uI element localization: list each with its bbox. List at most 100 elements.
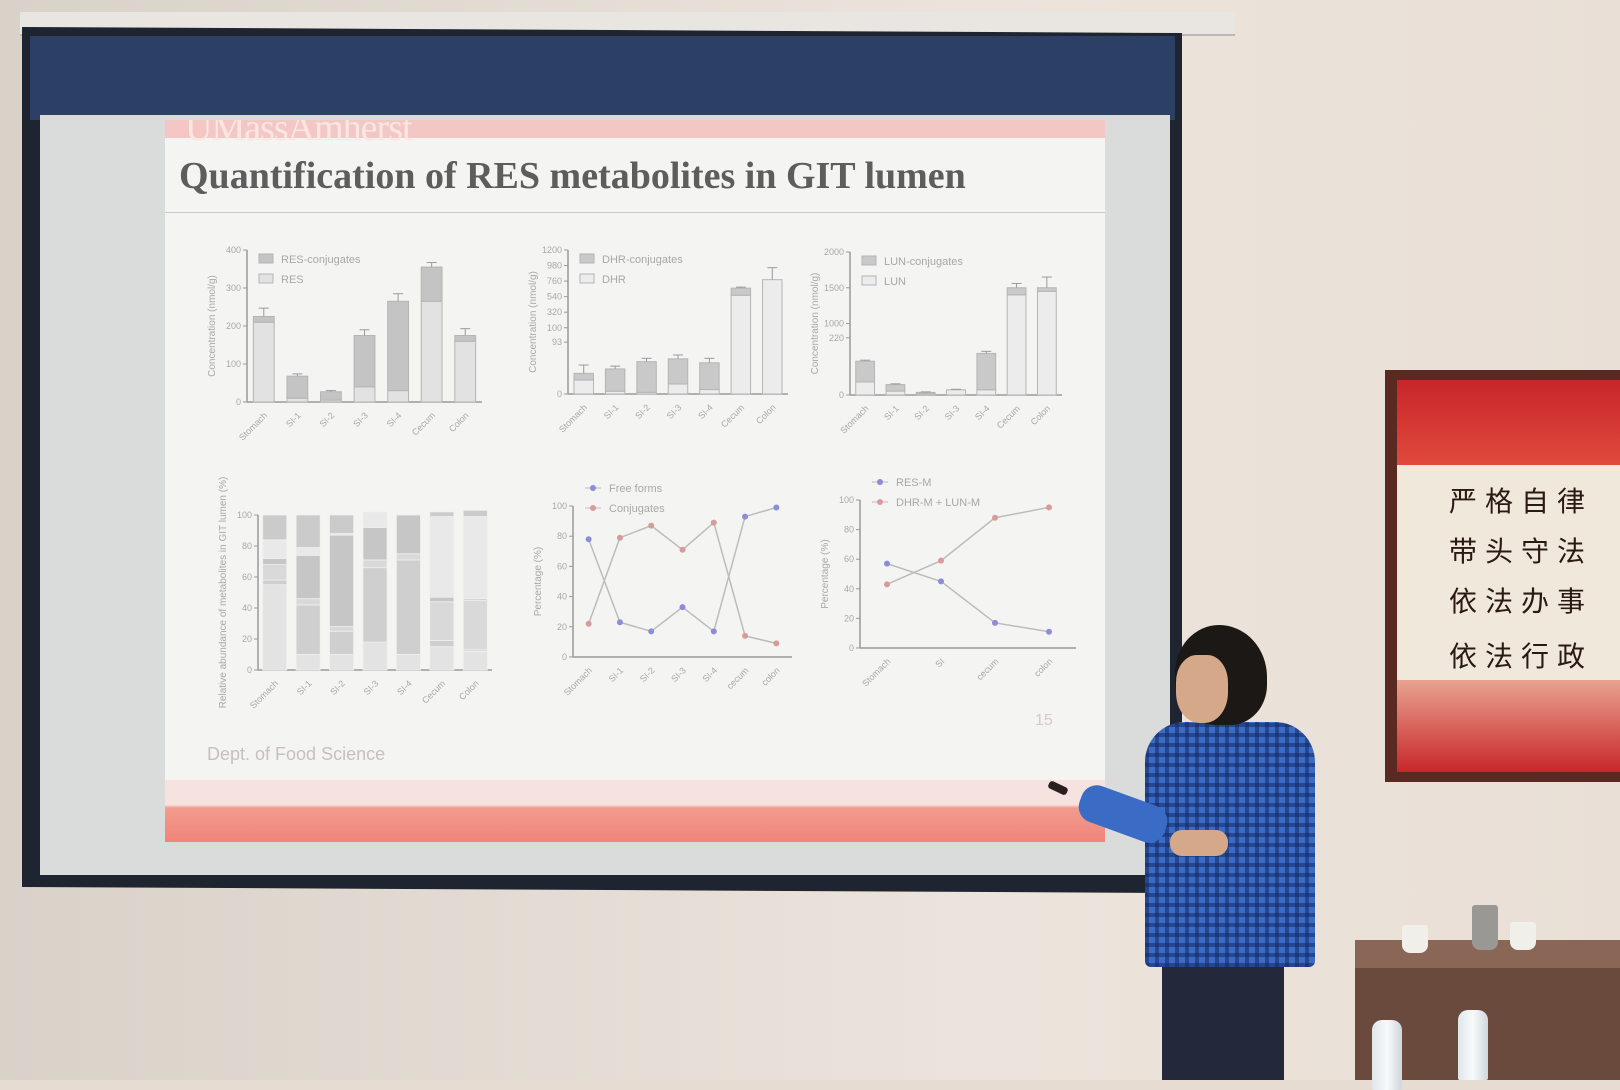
legend-marker (877, 499, 883, 505)
x-tick-label: SI-4 (395, 678, 414, 697)
y-tick-label: 980 (547, 261, 562, 271)
data-point (1046, 504, 1052, 511)
y-tick-label: 60 (557, 561, 567, 571)
stacked-bar-segment (395, 559, 421, 655)
stacked-bar-segment (429, 640, 455, 648)
bar-segment (1006, 294, 1027, 396)
stacked-bar-segment (262, 564, 288, 581)
legend-label: LUN (884, 276, 906, 288)
bar-segment (320, 391, 342, 401)
x-tick-label: SI-3 (362, 678, 381, 697)
stacked-bar-segment (295, 654, 321, 671)
x-tick-label: SI-2 (328, 678, 347, 697)
umass-logo: UMassAmherst (185, 120, 413, 149)
y-tick-label: 20 (242, 634, 252, 644)
stacked-bar-segment (462, 651, 488, 671)
stacked-bar-segment (262, 584, 288, 671)
y-tick-label: 0 (562, 652, 567, 662)
screen-blue-header (30, 36, 1175, 120)
x-tick-label: SI-1 (284, 410, 303, 429)
legend-swatch (579, 273, 595, 284)
legend-label: RES (281, 274, 304, 286)
y-tick-label: 100 (237, 510, 252, 520)
y-tick-label: 80 (844, 525, 854, 535)
legend-label: Conjugates (609, 503, 665, 515)
slide-footer-band (165, 780, 1105, 842)
legend-label: RES-M (896, 477, 931, 489)
legend-marker (877, 479, 883, 485)
bar-segment (573, 372, 594, 381)
legend-swatch (579, 253, 595, 264)
x-tick-label: Cecum (420, 678, 447, 705)
series-line (587, 506, 777, 633)
stacked-bar-segment (429, 596, 455, 603)
stacked-bar-segment (295, 547, 321, 556)
y-axis-label: Percentage (%) (533, 547, 544, 616)
legend-label: DHR-conjugates (602, 254, 683, 266)
stacked-bar-segment (429, 511, 455, 517)
y-tick-label: 760 (547, 276, 562, 286)
y-tick-label: 93 (552, 337, 562, 347)
bar-segment (353, 335, 376, 388)
legend-swatch (861, 255, 877, 266)
bar-segment (699, 362, 720, 391)
stacked-bar-segment (262, 558, 288, 566)
stacked-bar-segment (295, 604, 321, 655)
x-tick-label: colon (759, 665, 781, 687)
legend-marker (590, 505, 596, 511)
y-tick-label: 60 (844, 554, 854, 564)
presentation-slide: UMassAmherst Quantification of RES metab… (165, 120, 1105, 842)
x-tick-label: Stomach (237, 410, 269, 442)
stacked-bar-segment (462, 516, 488, 600)
slide-footer-department: Dept. of Food Science (207, 744, 386, 764)
x-tick-label: Colon (1029, 403, 1053, 427)
stacked-bar-segment (329, 626, 355, 632)
data-point (884, 581, 890, 588)
data-point (884, 560, 890, 567)
stacked-bar-segment (295, 598, 321, 606)
bar-segment (604, 368, 626, 392)
y-tick-label: 320 (547, 307, 562, 317)
bar-segment (730, 287, 752, 296)
x-tick-label: Colon (754, 402, 778, 426)
stacked-bar-segment (362, 527, 388, 561)
stacked-bar-segment (329, 534, 355, 628)
y-axis-label: Concentration (nmol/g) (528, 271, 539, 373)
slide-title: Quantification of RES metabolites in GIT… (179, 155, 966, 197)
bar-segment (420, 300, 443, 403)
stacked-bar-segment (395, 553, 421, 561)
bar-segment (353, 386, 376, 403)
title-divider (165, 212, 1105, 213)
stacked-bar-segment (395, 514, 421, 555)
bar-segment (946, 389, 966, 396)
stacked-bar-segment (429, 601, 455, 641)
y-tick-label: 400 (226, 245, 241, 255)
y-tick-label: 40 (242, 603, 252, 613)
x-tick-label: SI (933, 656, 946, 669)
bar-segment (667, 383, 689, 395)
data-point (938, 557, 944, 564)
y-tick-label: 100 (552, 501, 567, 511)
data-point (585, 536, 592, 543)
bar-segment (286, 397, 309, 403)
x-tick-label: cecum (975, 656, 1001, 682)
y-tick-label: 100 (226, 359, 241, 369)
bar-segment (573, 379, 594, 395)
bar-segment (976, 389, 997, 396)
y-tick-label: 60 (242, 572, 252, 582)
presenter-hand (1170, 830, 1228, 856)
data-point (773, 640, 780, 647)
data-point (648, 628, 655, 635)
x-tick-label: Stomach (860, 656, 892, 688)
stacked-bar-segment (329, 630, 355, 655)
x-tick-label: SI-3 (943, 403, 962, 422)
x-tick-label: SI-1 (295, 678, 314, 697)
x-tick-label: SI-4 (700, 665, 719, 684)
legend-swatch (258, 253, 274, 264)
y-tick-label: 220 (829, 333, 844, 343)
bar-segment (762, 279, 783, 395)
x-tick-label: SI-4 (973, 403, 992, 422)
legend-label: RES-conjugates (281, 254, 361, 266)
y-tick-label: 40 (844, 584, 854, 594)
x-tick-label: SI-2 (638, 665, 657, 684)
